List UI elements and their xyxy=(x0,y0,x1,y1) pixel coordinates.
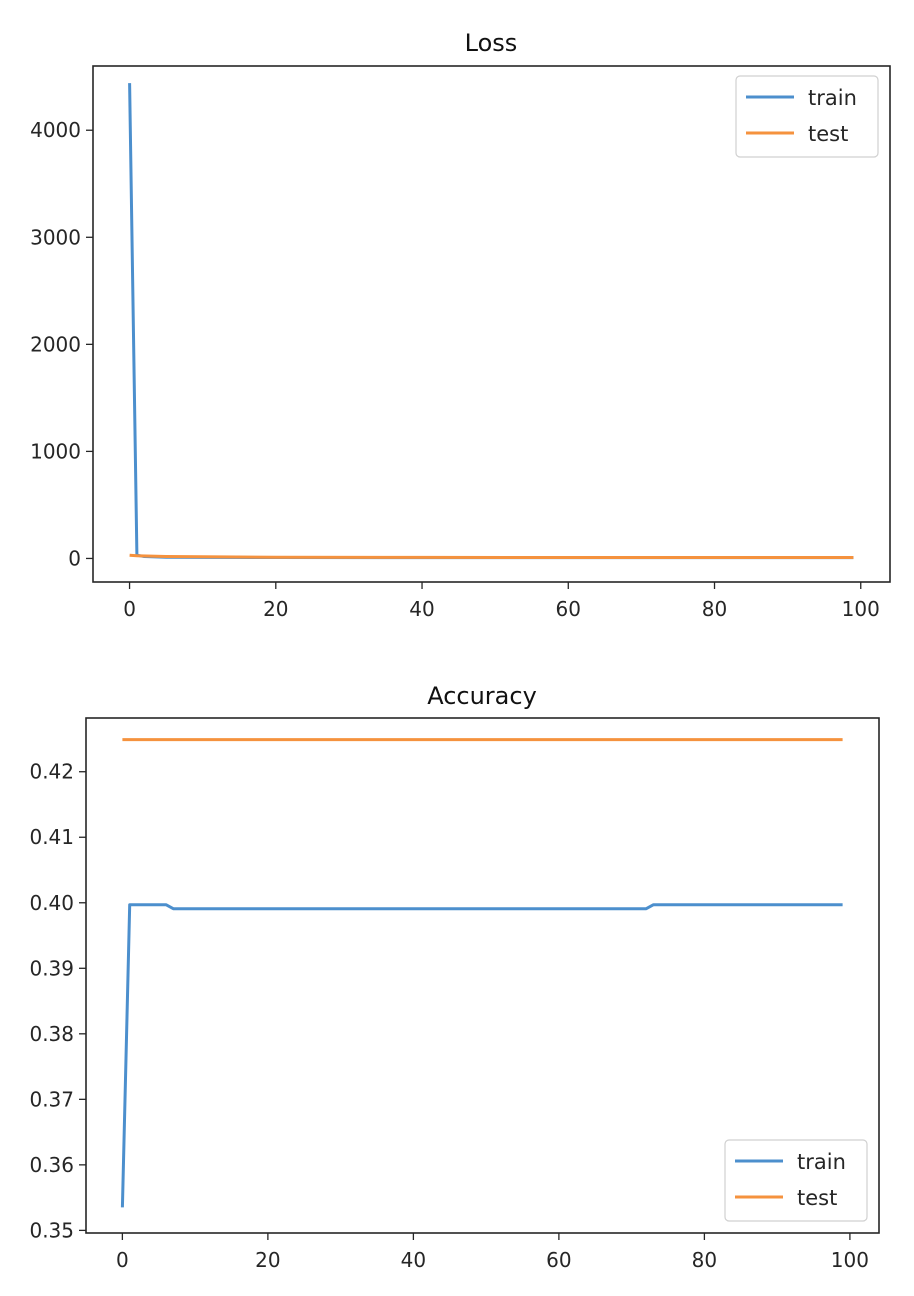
legend-label-train: train xyxy=(808,86,857,110)
x-tick-label: 60 xyxy=(546,1248,571,1272)
y-tick-label: 4000 xyxy=(30,118,81,142)
y-tick-label: 0.38 xyxy=(29,1022,74,1046)
loss-chart-title: Loss xyxy=(465,29,518,57)
loss-plot-area xyxy=(92,65,891,583)
accuracy-chart-title: Accuracy xyxy=(427,682,537,710)
series-line-test xyxy=(129,553,854,559)
accuracy-legend: train test xyxy=(724,1139,868,1222)
y-tick-label: 3000 xyxy=(30,225,81,249)
loss-series-lines xyxy=(128,83,854,560)
accuracy-axis-ticks: 0 20 40 60 80 100 0.35 0.36 0.37 0.38 0.39 0.40 0.41… xyxy=(29,760,869,1272)
y-tick-label: 0.40 xyxy=(29,891,74,915)
y-tick-label: 0.37 xyxy=(29,1087,74,1111)
y-tick-label: 2000 xyxy=(30,332,81,356)
legend-label-test: test xyxy=(808,122,848,146)
y-tick-label: 0.36 xyxy=(29,1153,74,1177)
x-tick-label: 20 xyxy=(255,1248,280,1272)
x-tick-label: 80 xyxy=(702,597,727,621)
x-tick-label: 80 xyxy=(692,1248,717,1272)
x-tick-label: 40 xyxy=(409,597,434,621)
series-line-train xyxy=(120,903,843,1208)
y-tick-label: 0.39 xyxy=(29,956,74,980)
x-tick-label: 20 xyxy=(263,597,288,621)
x-tick-label: 100 xyxy=(831,1248,869,1272)
y-tick-label: 0.42 xyxy=(29,760,74,784)
x-tick-label: 0 xyxy=(123,597,136,621)
x-tick-label: 0 xyxy=(116,1248,129,1272)
legend-label-train: train xyxy=(797,1150,846,1174)
y-tick-label: 1000 xyxy=(30,439,81,463)
x-tick-label: 40 xyxy=(401,1248,426,1272)
y-tick-label: 0 xyxy=(68,546,81,570)
legend-label-test: test xyxy=(797,1186,837,1210)
y-tick-label: 0.41 xyxy=(29,825,74,849)
y-tick-label: 0.35 xyxy=(29,1218,74,1242)
x-tick-label: 60 xyxy=(556,597,581,621)
accuracy-series-lines xyxy=(120,738,843,1208)
loss-legend: train test xyxy=(735,75,879,158)
x-tick-label: 100 xyxy=(842,597,880,621)
accuracy-chart: Accuracy 0 20 40 60 80 100 0.35 0.36 0.37 0.38 0.3… xyxy=(29,682,880,1272)
accuracy-plot-area xyxy=(85,717,880,1234)
